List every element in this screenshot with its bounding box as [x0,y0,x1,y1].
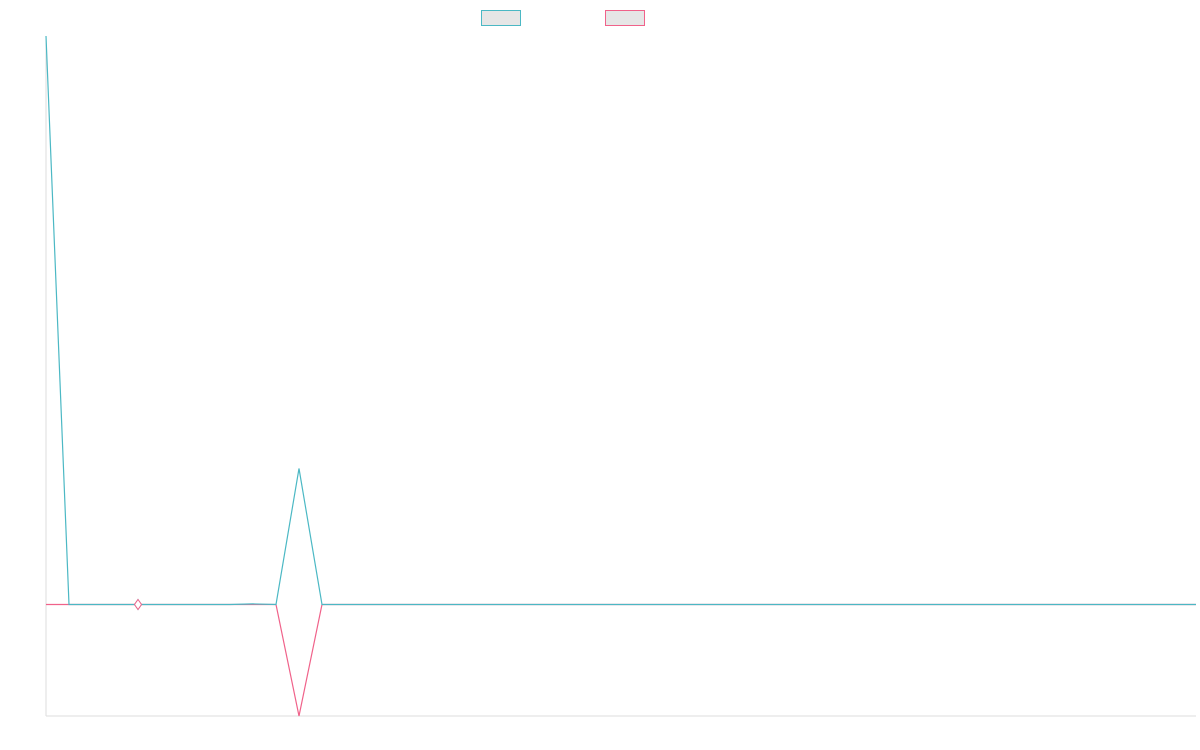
legend-swatch-series-2 [605,10,645,26]
legend [481,10,645,26]
series-line-2 [46,603,1196,717]
legend-swatch-series-1 [481,10,521,26]
axes [45,36,1196,717]
plot-area [45,35,1196,717]
point-marker-series-2 [133,598,143,611]
series-line-1 [45,35,1196,606]
